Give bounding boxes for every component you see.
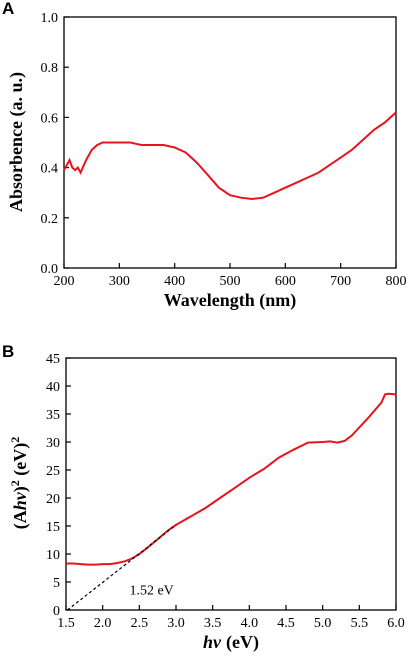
panel-b-y-tick-label: 15 [46,520,60,535]
panel-b-y-tick-label: 5 [53,576,60,591]
panel-b-plot-frame [65,357,397,611]
panel-b-x-tick-label: 3.0 [167,616,185,631]
panel-b-y-tick-label: 10 [46,548,60,563]
panel-a-plot-frame [63,16,397,269]
panel-a-x-axis-label: Wavelength (nm) [164,290,297,311]
panel-b-y-label-part: (eV) [10,443,31,480]
panel-b-x-tick-label: 2.0 [94,616,112,631]
panel-a-y-tick-label: 0.0 [41,262,59,277]
panel-b-x-tick-label: 4.0 [241,616,259,631]
panel-b-x-tick-label: 2.5 [131,616,149,631]
panel-a-y-axis-label: Absorbence (a. u.) [6,72,27,212]
panel-b-y-label-superscript: 2 [8,480,22,486]
panel-b-tangent-line [67,524,177,611]
panel-b-y-label-part: ) [10,486,31,492]
panel-a-y-tick-label: 0.8 [41,61,59,76]
panel-b-x-tick-label: 4.5 [277,616,295,631]
panel-a: A 200 300 400 500 600 700 800 0.0 0.2 0.4 0.6 0.8 1.… [2,0,407,311]
panel-b-x-tick-label: 6.0 [387,616,405,631]
panel-b-y-label-part: hv [10,491,30,510]
panel-b-y-tick-label: 40 [46,380,60,395]
panel-b-letter: B [2,342,14,361]
panel-b-x-axis-label-main: hv [203,632,222,652]
panel-a-x-tick-label: 700 [330,274,351,289]
panel-b-y-tick-label: 25 [46,464,60,479]
panel-a-y-tick-label: 0.6 [41,111,59,126]
panel-b-bandgap-annotation: 1.52 eV [129,583,173,598]
panel-b-x-tick-label: 5.5 [351,616,369,631]
panel-b-y-tick-label: 30 [46,436,60,451]
panel-a-x-tick-label: 600 [275,274,296,289]
panel-a-letter: A [2,0,14,18]
panel-a-ticks: 200 300 400 500 600 700 800 0.0 0.2 0.4 0.6 0.8 1.0 [41,11,407,289]
panel-b-y-tick-label: 45 [46,352,60,367]
panel-a-x-tick-label: 500 [220,274,241,289]
panel-a-x-tick-label: 400 [164,274,185,289]
panel-a-y-tick-label: 1.0 [41,11,59,26]
panel-b: B 1.5 2.0 2.5 3.0 3.5 4.0 4.5 5.0 5.5 6.0 0 5 10 15 20… [2,342,405,653]
panel-b-x-axis-label: hv (eV) [203,632,259,653]
panel-b-y-axis-label: (Ahv)2 (eV)2 [8,437,31,529]
panel-b-x-tick-label: 3.5 [204,616,222,631]
panel-a-y-tick-label: 0.4 [41,162,59,177]
panel-b-x-tick-label: 1.5 [57,616,75,631]
panel-a-x-tick-label: 800 [386,274,407,289]
panel-a-x-tick-label: 300 [109,274,130,289]
panel-b-x-tick-label: 5.0 [314,616,332,631]
panel-b-ticks: 1.5 2.0 2.5 3.0 3.5 4.0 4.5 5.0 5.5 6.0 0 5 10 15 20 25… [46,352,405,631]
panel-b-y-tick-label: 20 [46,492,60,507]
panel-a-y-tick-label: 0.2 [41,212,59,227]
panel-b-y-label-superscript: 2 [8,437,22,443]
panel-b-x-axis-label-unit: (eV) [226,632,259,653]
panel-a-x-tick-label: 200 [54,274,75,289]
panel-b-y-tick-label: 0 [53,604,60,619]
panel-a-absorbance-line [63,111,397,201]
panel-b-y-label-part: (A [10,510,31,529]
panel-b-tauc-line [66,392,397,566]
panel-b-y-tick-label: 35 [46,408,60,423]
